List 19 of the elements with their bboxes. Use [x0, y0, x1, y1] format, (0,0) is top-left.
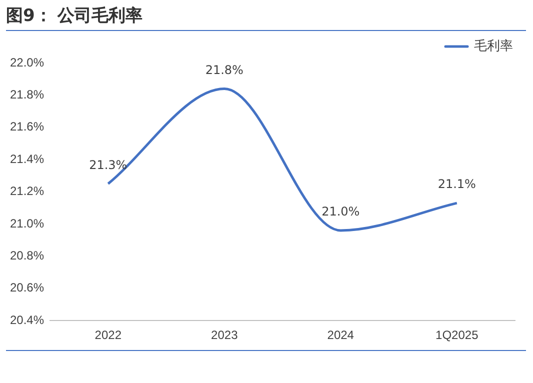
legend-label: 毛利率 [474, 38, 513, 54]
y-tick-label: 22.0% [10, 55, 44, 70]
y-tick-label: 21.4% [10, 152, 44, 166]
x-tick-label: 2022 [94, 328, 122, 342]
y-tick-label: 21.8% [10, 88, 44, 102]
y-tick-label: 21.2% [10, 184, 44, 198]
y-tick-label: 21.6% [10, 120, 44, 134]
y-tick-label: 21.0% [10, 216, 44, 230]
data-label: 21.3% [89, 158, 128, 172]
x-tick-label: 2024 [327, 328, 354, 342]
y-tick-label: 20.4% [10, 312, 44, 327]
chart-title: 图9： 公司毛利率 [6, 2, 526, 31]
data-label: 21.8% [205, 62, 244, 77]
y-tick-label: 20.6% [10, 280, 44, 295]
x-tick-label: 1Q2025 [436, 328, 479, 342]
data-label: 21.0% [322, 204, 360, 219]
x-tick-label: 2023 [211, 328, 238, 342]
data-label: 21.1% [438, 177, 476, 192]
y-tick-label: 20.8% [10, 248, 44, 263]
